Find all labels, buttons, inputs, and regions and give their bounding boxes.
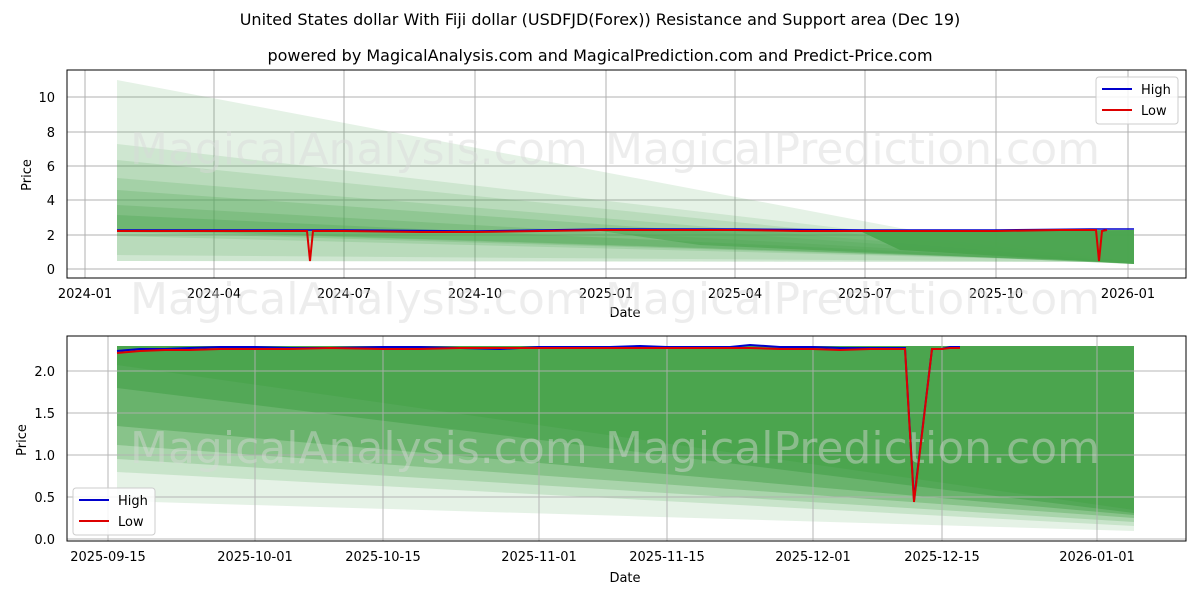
bottom-bands: [117, 346, 1134, 531]
svg-text:2025-10-15: 2025-10-15: [345, 550, 421, 565]
watermark-analysis: MagicalAnalysis.com: [130, 124, 588, 175]
top-x-axis-label: Date: [609, 306, 640, 321]
bottom-y-axis-label: Price: [15, 424, 30, 456]
svg-text:4: 4: [47, 194, 55, 209]
svg-text:8: 8: [47, 126, 55, 141]
top-axes-frame: [66, 69, 1187, 279]
chart-subtitle: powered by MagicalAnalysis.com and Magic…: [267, 46, 933, 65]
top-bands: [117, 80, 1134, 264]
svg-text:2025-12-15: 2025-12-15: [904, 550, 980, 565]
top-x-ticks: 2024-01 2024-04 2024-07 2024-10 2025-01 …: [58, 287, 1155, 302]
svg-text:2024-07: 2024-07: [317, 287, 371, 302]
legend-low-label: Low: [1141, 104, 1167, 119]
svg-text:6: 6: [47, 160, 55, 175]
bottom-grid: [67, 336, 1186, 541]
top-chart: MagicalAnalysis.com MagicalPrediction.co…: [20, 69, 1187, 321]
svg-text:0: 0: [47, 263, 55, 278]
legend-high-label: High: [118, 494, 148, 509]
svg-text:2025-11-01: 2025-11-01: [501, 550, 577, 565]
bottom-legend: High Low: [72, 487, 156, 536]
legend-low-label: Low: [118, 515, 144, 530]
svg-text:2: 2: [47, 229, 55, 244]
bottom-x-ticks: 2025-09-15 2025-10-01 2025-10-15 2025-11…: [70, 550, 1135, 565]
svg-text:2024-01: 2024-01: [58, 287, 112, 302]
top-y-ticks: 0 2 4 6 8 10: [38, 91, 55, 278]
svg-text:2025-04: 2025-04: [708, 287, 762, 302]
svg-text:0.5: 0.5: [34, 491, 55, 506]
chart-title: United States dollar With Fiji dollar (U…: [239, 10, 961, 29]
svg-text:10: 10: [38, 91, 55, 106]
bottom-low-line: [116, 346, 960, 503]
watermark-analysis-bottom: MagicalAnalysis.com: [130, 423, 588, 474]
svg-text:0.0: 0.0: [34, 533, 55, 548]
svg-text:2025-12-01: 2025-12-01: [775, 550, 851, 565]
top-y-axis-label: Price: [20, 159, 35, 191]
svg-text:2025-01: 2025-01: [579, 287, 633, 302]
svg-text:2024-10: 2024-10: [448, 287, 502, 302]
bottom-x-axis-label: Date: [609, 571, 640, 586]
svg-text:2025-11-15: 2025-11-15: [629, 550, 705, 565]
watermark-prediction-mid: MagicalPrediction.com: [605, 274, 1100, 325]
watermark-prediction: MagicalPrediction.com: [605, 124, 1100, 175]
watermark-prediction-bottom: MagicalPrediction.com: [605, 423, 1100, 474]
bottom-y-ticks: 0.0 0.5 1.0 1.5 2.0: [34, 365, 55, 548]
bottom-series: [116, 343, 960, 503]
bottom-chart: MagicalAnalysis.com MagicalPrediction.co…: [15, 335, 1187, 586]
svg-text:1.5: 1.5: [34, 407, 55, 422]
svg-text:2026-01-01: 2026-01-01: [1059, 550, 1135, 565]
svg-text:2.0: 2.0: [34, 365, 55, 380]
bottom-axes-frame: [66, 335, 1187, 542]
svg-text:2024-04: 2024-04: [187, 287, 241, 302]
svg-text:2025-07: 2025-07: [838, 287, 892, 302]
svg-text:2026-01: 2026-01: [1101, 287, 1155, 302]
legend-high-label: High: [1141, 83, 1171, 98]
top-series: [117, 228, 1134, 262]
top-low-line: [117, 229, 1108, 262]
svg-text:2025-09-15: 2025-09-15: [70, 550, 146, 565]
svg-text:1.0: 1.0: [34, 449, 55, 464]
svg-text:2025-10: 2025-10: [969, 287, 1023, 302]
watermark-analysis-mid: MagicalAnalysis.com: [130, 274, 588, 325]
svg-text:2025-10-01: 2025-10-01: [217, 550, 293, 565]
top-legend: High Low: [1095, 76, 1179, 125]
